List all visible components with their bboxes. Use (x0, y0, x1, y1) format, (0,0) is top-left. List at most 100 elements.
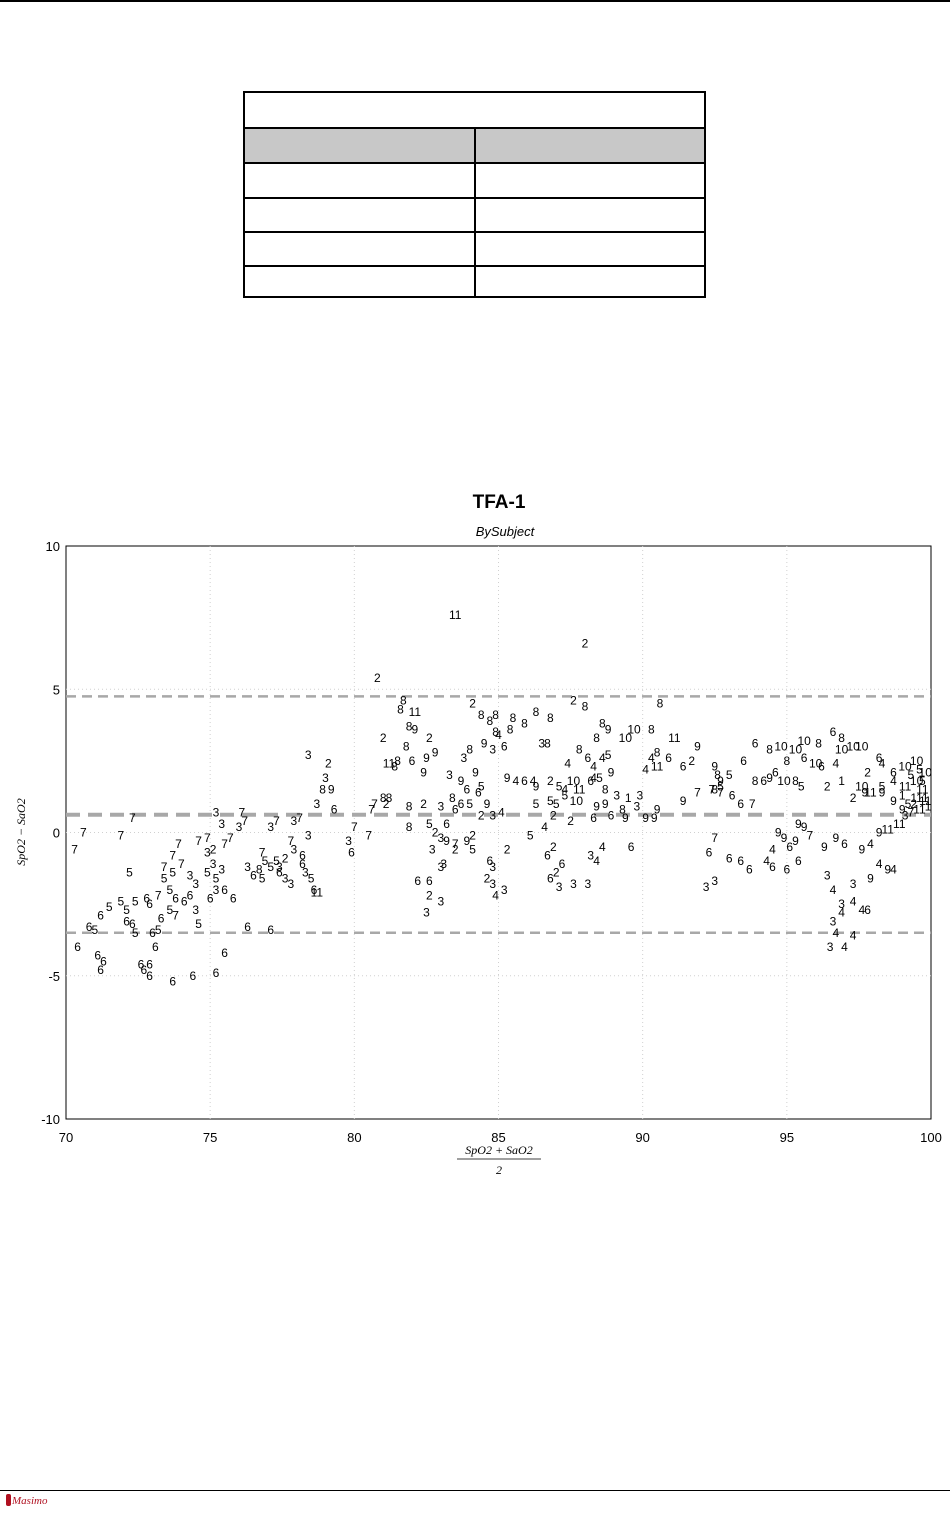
data-point: 6 (97, 963, 104, 977)
data-point: 6 (158, 911, 165, 925)
data-point: 6 (501, 740, 508, 754)
data-point: 10 (855, 780, 869, 794)
data-point: 8 (510, 711, 517, 725)
data-point: 3 (827, 940, 834, 954)
data-point: 9 (654, 803, 661, 817)
data-point: 5 (106, 900, 113, 914)
data-point: 3 (437, 800, 444, 814)
data-point: 6 (143, 891, 150, 905)
data-point: 10 (619, 731, 633, 745)
data-point: 5 (259, 871, 266, 885)
data-point: 10 (846, 740, 860, 754)
data-point: 8 (593, 731, 600, 745)
data-point: 3 (288, 877, 295, 891)
data-point: 3 (902, 808, 909, 822)
data-point: 8 (394, 754, 401, 768)
data-point: 7 (169, 848, 176, 862)
data-point: 9 (795, 817, 802, 831)
data-point: 9 (602, 797, 609, 811)
data-point: 2 (426, 889, 433, 903)
data-point: 11 (899, 780, 912, 794)
data-point: 5 (117, 894, 124, 908)
data-point: 2 (550, 808, 557, 822)
data-point: 9 (328, 783, 335, 797)
data-point: 8 (466, 742, 473, 756)
data-point: 6 (458, 797, 465, 811)
data-point: 3 (192, 903, 199, 917)
data-point: 6 (426, 874, 433, 888)
data-point: 3 (423, 906, 430, 920)
data-point: 6 (213, 966, 220, 980)
data-point: 6 (86, 920, 93, 934)
data-point: 8 (619, 803, 626, 817)
data-point: 6 (752, 737, 759, 751)
data-point: 5 (478, 780, 485, 794)
data-point: 11 (449, 608, 462, 622)
data-point: 2 (426, 731, 433, 745)
data-point: 4 (590, 771, 597, 785)
data-point: 7 (129, 811, 136, 825)
data-point: 3 (290, 843, 297, 857)
data-point: 3 (703, 880, 710, 894)
y-tick-label: 5 (53, 682, 60, 697)
data-point: 6 (331, 803, 338, 817)
data-point: 7 (117, 828, 124, 842)
data-point: 5 (132, 894, 139, 908)
data-point: 6 (169, 974, 176, 988)
data-point: 2 (325, 757, 332, 771)
data-point: 10 (777, 774, 791, 788)
data-point: 7 (694, 785, 701, 799)
data-point: 8 (507, 722, 514, 736)
data-point: 5 (466, 797, 473, 811)
data-point: 3 (213, 805, 220, 819)
data-point: 7 (807, 828, 814, 842)
data-point: 9 (608, 765, 615, 779)
data-point: 6 (841, 837, 848, 851)
data-point: 3 (192, 877, 199, 891)
footer-logo: Masimo (6, 1494, 47, 1507)
x-axis-label: SpO2 + SaO2 2 (457, 1143, 541, 1177)
data-point: 10 (774, 740, 788, 754)
data-point: 6 (221, 946, 228, 960)
data-point: 3 (556, 880, 563, 894)
data-point: 9 (879, 785, 886, 799)
data-point: 10 (855, 740, 869, 754)
data-point: 6 (276, 866, 283, 880)
data-point: 3 (824, 868, 831, 882)
y-axis-label: SpO2 − SaO2 (14, 798, 28, 865)
data-point: 11 (864, 785, 877, 799)
data-point: 3 (210, 857, 217, 871)
data-point: 9 (801, 820, 808, 834)
data-point: 6 (547, 871, 554, 885)
data-point: 3 (838, 897, 845, 911)
data-point: 6 (311, 883, 318, 897)
data-point: 3 (711, 874, 718, 888)
data-point: 9 (884, 863, 891, 877)
data-point: 6 (726, 851, 733, 865)
data-point: 2 (570, 694, 577, 708)
data-point: 6 (830, 725, 837, 739)
y-tick-label: 10 (46, 539, 60, 554)
data-point: 8 (547, 711, 554, 725)
data-point: 1 (899, 788, 906, 802)
data-point: 4 (512, 774, 519, 788)
data-point: 11 (651, 760, 664, 774)
data-point: 3 (850, 877, 857, 891)
data-point: 4 (890, 774, 897, 788)
data-point: 5 (426, 817, 433, 831)
data-point: 9 (481, 737, 488, 751)
data-point: 1 (925, 800, 932, 814)
data-point: 5 (123, 903, 130, 917)
data-point: 4 (564, 757, 571, 771)
data-point: 3 (440, 857, 447, 871)
data-point: 5 (905, 797, 912, 811)
data-point: 4 (599, 840, 606, 854)
data-point: 6 (138, 957, 145, 971)
data-point: 9 (867, 871, 874, 885)
data-point: 4 (833, 926, 840, 940)
data-point: 3 (267, 820, 274, 834)
data-point: 7 (80, 826, 87, 840)
data-point: 6 (452, 803, 459, 817)
data-point: 9 (680, 794, 687, 808)
